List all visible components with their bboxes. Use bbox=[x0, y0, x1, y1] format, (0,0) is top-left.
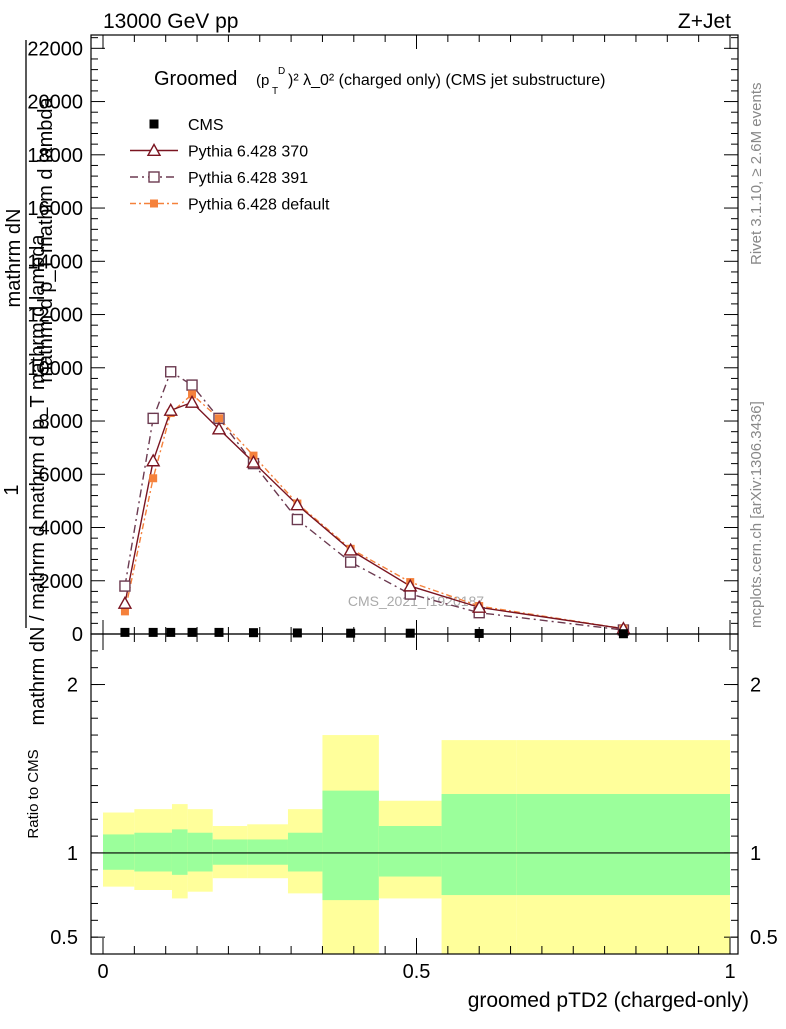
main-panel: 0 2000 4000 6000 8000 10000 12000 14000 16000 180… bbox=[1, 34, 739, 725]
data-point-1 bbox=[472, 599, 487, 613]
stat-uncertainty-band bbox=[322, 790, 379, 901]
ratio-y-tick-label: 2 bbox=[67, 675, 78, 697]
ratio-y-tick-label: 0.5 bbox=[50, 927, 78, 949]
y-tick-label: 20000 bbox=[27, 92, 83, 114]
main-y-label: mathrm dN mathrm d p_T mathrm d lambda 1… bbox=[1, 40, 57, 725]
legend-marker bbox=[146, 143, 162, 157]
ylabel-num-1: mathrm dN bbox=[3, 209, 25, 308]
legend-label: CMS bbox=[188, 117, 224, 134]
series-layer bbox=[117, 366, 631, 639]
data-point-2 bbox=[147, 412, 159, 425]
y-tick-label: 0 bbox=[72, 624, 83, 646]
title-sub: T bbox=[272, 86, 278, 97]
x-tick-label: 1 bbox=[724, 961, 735, 983]
legend: CMS Pythia 6.428 370 Pythia 6.428 391 Pythi… bbox=[130, 117, 330, 214]
data-point-2 bbox=[291, 513, 304, 526]
title-main: Groomed bbox=[154, 68, 237, 90]
stat-uncertainty-band bbox=[134, 832, 172, 872]
ratio-bands bbox=[103, 735, 730, 954]
data-point-0 bbox=[292, 628, 302, 638]
rivet-label: Rivet 3.1.10, ≥ 2.6M events bbox=[748, 83, 765, 266]
data-point-1 bbox=[145, 453, 161, 467]
data-point-3 bbox=[149, 474, 158, 483]
plot-title: Groomed (p T D )² λ_0² (charged only) (C… bbox=[154, 66, 605, 97]
data-point-1 bbox=[163, 402, 178, 416]
stat-uncertainty-band bbox=[516, 794, 730, 896]
legend-label: Pythia 6.428 default bbox=[188, 197, 330, 214]
data-point-0 bbox=[214, 627, 224, 637]
data-point-1 bbox=[211, 421, 227, 435]
data-point-3 bbox=[214, 414, 223, 423]
title-rest: )² λ_0² (charged only) (CMS jet substruc… bbox=[288, 72, 605, 89]
header-left: 13000 GeV pp bbox=[103, 10, 238, 33]
y-tick-label: 10000 bbox=[27, 358, 83, 380]
x-tick-label: 0.5 bbox=[403, 961, 431, 983]
data-point-2 bbox=[165, 366, 177, 378]
ylabel-one: 1 bbox=[1, 484, 23, 495]
data-point-2 bbox=[186, 379, 198, 391]
data-point-1 bbox=[403, 578, 418, 592]
data-point-1 bbox=[343, 542, 358, 556]
ratio-ylabel: Ratio to CMS bbox=[25, 749, 42, 838]
data-point-0 bbox=[148, 627, 158, 637]
stat-uncertainty-band bbox=[441, 794, 517, 896]
data-point-0 bbox=[187, 627, 197, 637]
ratio-y-tick-label-right: 1 bbox=[750, 843, 761, 865]
y-tick-label: 16000 bbox=[27, 198, 83, 220]
legend-marker bbox=[150, 199, 158, 208]
data-point-3 bbox=[188, 390, 197, 399]
data-point-2 bbox=[344, 556, 357, 568]
watermark: CMS_2021_I1920187 bbox=[348, 593, 484, 609]
ylabel-num-2: mathrm d p_T mathrm d lambda bbox=[35, 96, 57, 382]
ratio-y-tick-label: 1 bbox=[67, 843, 78, 865]
header-right: Z+Jet bbox=[678, 10, 731, 33]
x-axis-label: groomed pTD2 (charged-only) bbox=[468, 989, 749, 1012]
data-point-0 bbox=[405, 628, 415, 638]
stat-uncertainty-band bbox=[103, 834, 135, 870]
ratio-frame bbox=[90, 633, 739, 955]
data-point-0 bbox=[120, 627, 130, 637]
data-point-0 bbox=[346, 628, 356, 638]
stat-uncertainty-band bbox=[212, 839, 248, 865]
ratio-panel: 0.5 0.5 1 1 2 2 0 0.5 1 Ratio to CMS groomed pTD… bbox=[25, 633, 778, 1012]
stat-uncertainty-band bbox=[378, 826, 442, 877]
data-point-3 bbox=[120, 607, 129, 616]
stat-uncertainty-band bbox=[287, 832, 323, 872]
data-point-0 bbox=[248, 628, 258, 638]
data-point-0 bbox=[166, 627, 176, 637]
mcplots-label: mcplots.cern.ch [arXiv:1306.3436] bbox=[748, 401, 765, 628]
data-point-2 bbox=[119, 580, 131, 592]
data-point-1 bbox=[246, 454, 261, 468]
stat-uncertainty-band bbox=[187, 832, 213, 872]
y-tick-label: 14000 bbox=[27, 251, 83, 273]
y-tick-label: 18000 bbox=[27, 145, 83, 167]
legend-marker bbox=[149, 119, 159, 129]
y-tick-label: 12000 bbox=[27, 305, 83, 327]
data-point-1 bbox=[184, 394, 200, 408]
ylabel-den: mathrm dN / mathrm d mathrm d p_T mathrm… bbox=[27, 234, 49, 726]
y-tick-label: 22000 bbox=[27, 38, 83, 60]
y-tick-label: 8000 bbox=[39, 411, 84, 433]
title-formula: (p bbox=[256, 72, 269, 89]
legend-marker bbox=[148, 171, 160, 183]
legend-label: Pythia 6.428 370 bbox=[188, 144, 308, 161]
y-tick-label: 4000 bbox=[39, 518, 84, 540]
data-point-1 bbox=[290, 497, 305, 511]
stat-uncertainty-band bbox=[247, 839, 288, 865]
main-y-axis: 0 2000 4000 6000 8000 10000 12000 14000 16000 180… bbox=[27, 35, 738, 646]
ratio-y-tick-label-right: 2 bbox=[750, 675, 761, 697]
x-tick-label: 0 bbox=[97, 961, 108, 983]
title-sup: D bbox=[278, 66, 285, 77]
stat-uncertainty-band bbox=[171, 829, 188, 875]
y-tick-label: 2000 bbox=[39, 571, 84, 593]
legend-label: Pythia 6.428 391 bbox=[188, 170, 308, 187]
y-tick-label: 6000 bbox=[39, 464, 84, 486]
ratio-y-tick-label-right: 0.5 bbox=[750, 927, 778, 949]
data-point-1 bbox=[117, 595, 133, 609]
ratio-axes: 0.5 0.5 1 1 2 2 0 0.5 1 bbox=[50, 634, 778, 983]
